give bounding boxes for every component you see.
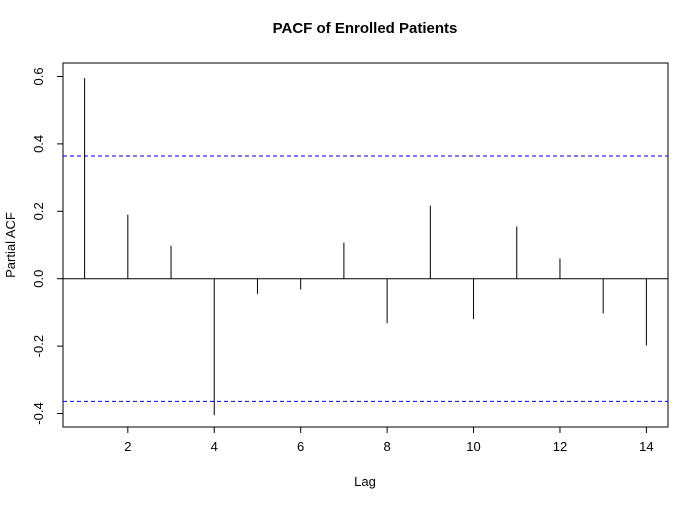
x-tick-label: 2 bbox=[124, 439, 131, 454]
y-axis-label: Partial ACF bbox=[3, 212, 18, 278]
x-axis-label: Lag bbox=[354, 474, 376, 489]
y-tick-label: -0.2 bbox=[31, 335, 46, 357]
x-tick-label: 10 bbox=[466, 439, 480, 454]
y-tick-label: 0.0 bbox=[31, 270, 46, 288]
x-tick-label: 14 bbox=[639, 439, 653, 454]
y-tick-label: 0.4 bbox=[31, 135, 46, 153]
plot-frame bbox=[62, 62, 669, 428]
x-tick-label: 8 bbox=[383, 439, 390, 454]
y-tick-label: -0.4 bbox=[31, 402, 46, 424]
y-tick-label: 0.2 bbox=[31, 202, 46, 220]
chart-title: PACF of Enrolled Patients bbox=[273, 20, 458, 37]
x-tick-label: 4 bbox=[211, 439, 218, 454]
x-tick-label: 12 bbox=[553, 439, 567, 454]
y-tick-label: 0.6 bbox=[31, 67, 46, 85]
chart-marks: 2 4 6 8 10 12 14 -0.4 -0.2 0.0 0.2 0.4 0.6 bbox=[31, 67, 668, 454]
x-tick-label: 6 bbox=[297, 439, 304, 454]
